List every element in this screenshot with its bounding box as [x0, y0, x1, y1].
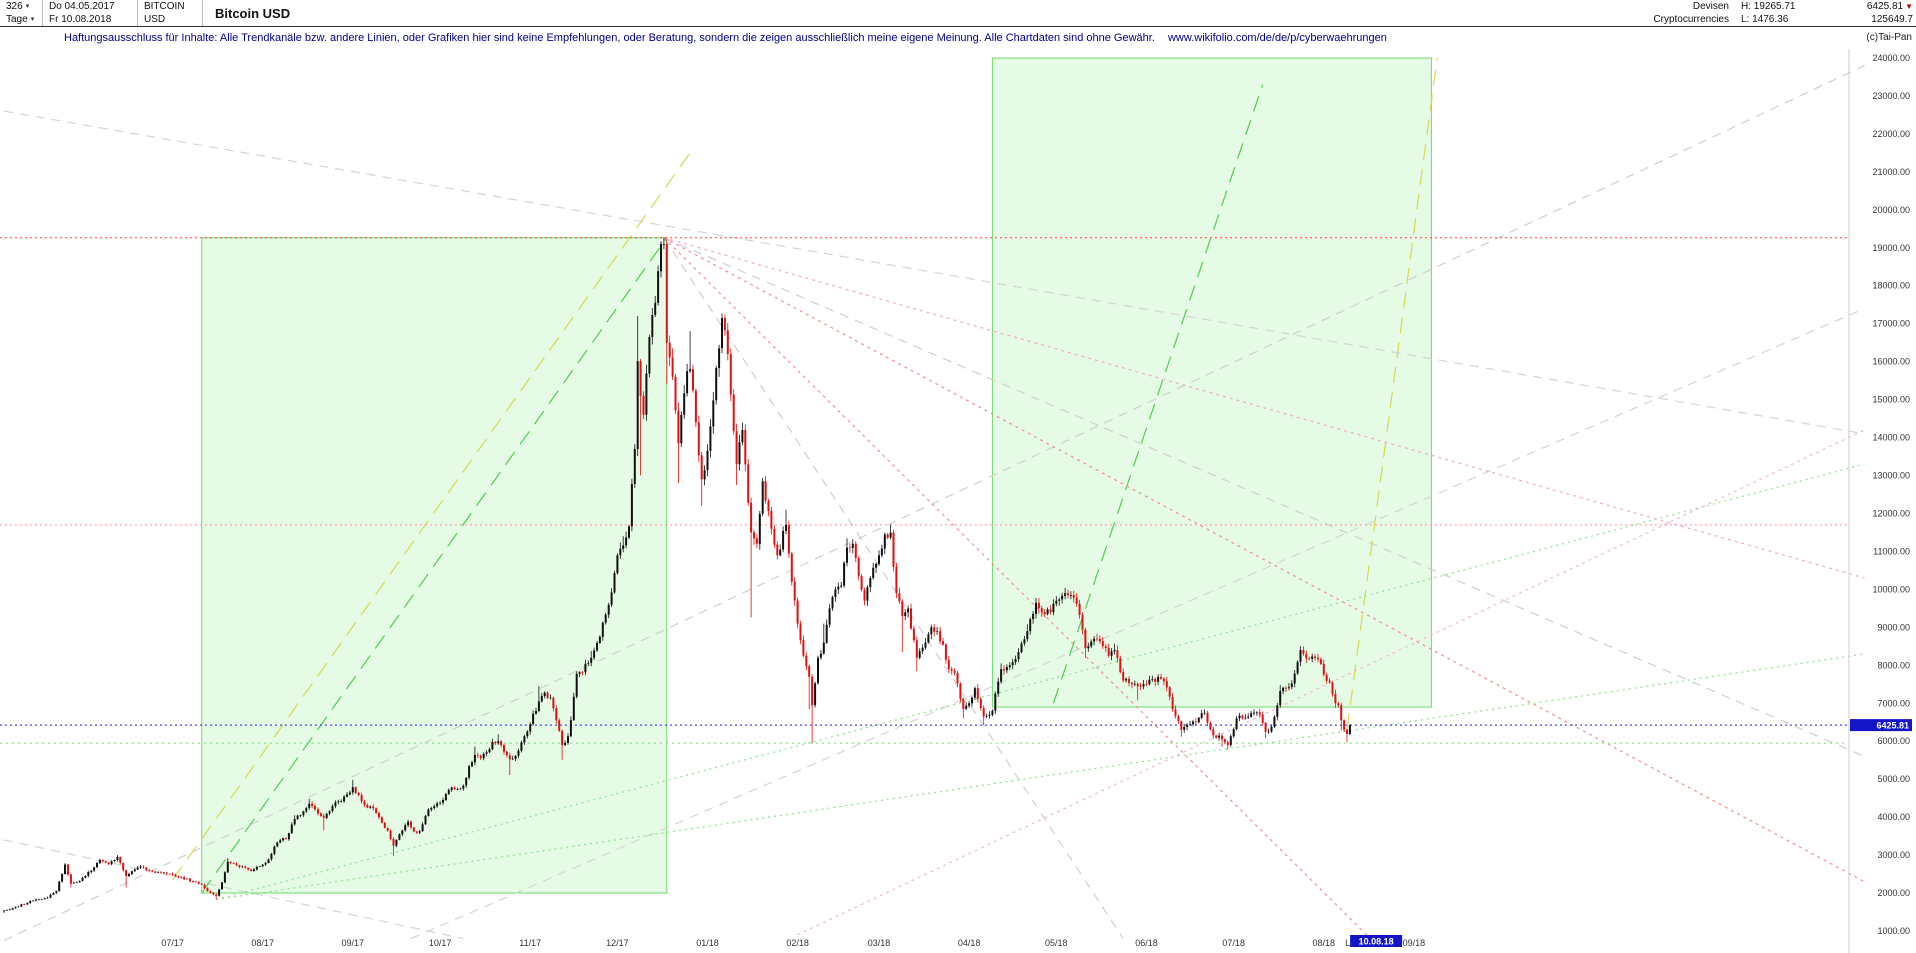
- last-value-number: 6425.81: [1866, 1, 1904, 12]
- down-arrow-icon: ▼: [1905, 2, 1913, 11]
- info-row-1: Devisen H: 19265.71 6425.81 ▼: [1597, 0, 1916, 13]
- y-axis-label: 22000.00: [1872, 129, 1910, 139]
- x-axis-label: 04/18: [958, 938, 981, 948]
- x-axis-label: 10/17: [429, 938, 452, 948]
- trend-line: [663, 237, 1865, 579]
- header-row-1: 326 ▾ Do 04.05.2017 BITCOIN: [0, 0, 203, 13]
- bars-count-dropdown[interactable]: 326 ▾: [0, 0, 43, 13]
- x-axis-label: 11/17: [519, 938, 541, 948]
- x-axis-label: 08/18: [1313, 938, 1336, 948]
- y-axis-label: 1000.00: [1877, 926, 1910, 936]
- range-controls: 326 ▾ Do 04.05.2017 BITCOIN Tage ▾ Fr 10…: [0, 0, 203, 26]
- y-axis-label: 15000.00: [1872, 395, 1910, 405]
- disclaimer-text: Haftungsausschluss für Inhalte: Alle Tre…: [0, 27, 1387, 49]
- y-axis-label: 21000.00: [1872, 167, 1910, 177]
- x-axis-label: 09/18: [1403, 938, 1426, 948]
- disclaimer-row: Haftungsausschluss für Inhalte: Alle Tre…: [0, 27, 1916, 49]
- trend-line: [663, 237, 1865, 883]
- period-high: H: 19265.71: [1741, 1, 1796, 12]
- period-dropdown[interactable]: Tage ▾: [0, 13, 43, 26]
- x-axis-label: 02/18: [786, 938, 809, 948]
- header-row-2: Tage ▾ Fr 10.08.2018 USD: [0, 13, 203, 26]
- period-low: L: 1476.36: [1741, 14, 1789, 25]
- trend-line: [216, 463, 1865, 901]
- currency-label: USD: [138, 13, 203, 26]
- y-axis-label: 4000.00: [1877, 812, 1910, 822]
- last-date-tag-label: 10.08.18: [1359, 937, 1394, 947]
- secondary-value: 125649.7: [1871, 14, 1913, 25]
- trend-line: [201, 237, 668, 894]
- info-row-2: Cryptocurrencies L: 1476.36 125649.7: [1597, 13, 1916, 26]
- y-axis-label: 24000.00: [1872, 53, 1910, 63]
- header-rows: 326 ▾ Do 04.05.2017 BITCOIN Tage ▾ Fr 10…: [0, 0, 1916, 27]
- chevron-down-icon: ▾: [30, 16, 35, 23]
- disclaimer-body: Haftungsausschluss für Inhalte: Alle Tre…: [64, 32, 1155, 44]
- y-axis-label: 16000.00: [1872, 357, 1910, 367]
- instrument-info: Devisen H: 19265.71 6425.81 ▼ Cryptocurre…: [1597, 0, 1916, 26]
- trend-line: [3, 65, 1865, 942]
- date-to-label: Fr 10.08.2018: [43, 13, 138, 26]
- y-axis-label: 17000.00: [1872, 319, 1910, 329]
- category-1: Devisen: [1692, 1, 1729, 12]
- y-axis-label: 7000.00: [1877, 698, 1910, 708]
- wikifolio-link[interactable]: www.wikifolio.com/de/de/p/cyberwaehrunge…: [1167, 32, 1387, 44]
- last-value: 6425.81 ▼: [1833, 0, 1916, 13]
- x-axis-label: 03/18: [868, 938, 891, 948]
- page-title: Bitcoin USD: [215, 5, 291, 21]
- x-axis-label: 06/18: [1135, 938, 1158, 948]
- y-axis-label: 23000.00: [1872, 91, 1910, 101]
- y-axis-label: 9000.00: [1877, 622, 1910, 632]
- last-price-tag-label: 6425.81: [1876, 721, 1909, 731]
- x-axis-label: 01/18: [696, 938, 719, 948]
- y-axis-label: 11000.00: [1873, 546, 1910, 556]
- copyright-label: (c)Tai-Pan: [1866, 32, 1912, 43]
- x-axis-label: 08/17: [251, 938, 274, 948]
- y-axis-label: 19000.00: [1872, 243, 1910, 253]
- y-axis-label: 5000.00: [1877, 774, 1910, 784]
- symbol-label: BITCOIN: [138, 0, 203, 13]
- bars-count-value: 326: [6, 1, 23, 12]
- trend-line: [216, 653, 1865, 901]
- trend-line: [410, 307, 1865, 940]
- y-axis-label: 20000.00: [1872, 205, 1910, 215]
- y-axis-label: 8000.00: [1877, 660, 1910, 670]
- y-axis-label: 13000.00: [1872, 471, 1910, 481]
- chart-header: 326 ▾ Do 04.05.2017 BITCOIN Tage ▾ Fr 10…: [0, 0, 1916, 49]
- last-price-tag: [1850, 719, 1912, 732]
- x-axis-label: 07/18: [1222, 938, 1245, 948]
- y-axis-label: 18000.00: [1872, 281, 1910, 291]
- y-axis-label: 6000.00: [1877, 736, 1910, 746]
- trend-line: [797, 429, 1865, 936]
- x-axis-label: 09/17: [342, 938, 365, 948]
- trend-channel: [991, 57, 1432, 708]
- y-axis-label: 2000.00: [1877, 888, 1910, 898]
- trend-line: [663, 237, 1371, 940]
- category-2: Cryptocurrencies: [1653, 14, 1729, 25]
- trend-line: [663, 237, 1865, 757]
- date-from-label: Do 04.05.2017: [43, 0, 138, 13]
- trend-line: [3, 110, 1865, 435]
- trend-line: [663, 237, 1124, 939]
- y-axis-label: 3000.00: [1877, 850, 1910, 860]
- last-date-prefix: L: [1345, 938, 1350, 948]
- period-value: Tage: [6, 14, 28, 25]
- chart-area[interactable]: 24000.00 23000.00 22000.00 21000.00 20000.00…: [0, 49, 1916, 953]
- trend-line: [3, 839, 464, 940]
- y-axis-label: 10000.00: [1872, 584, 1910, 594]
- chevron-down-icon: ▾: [25, 3, 30, 10]
- trend-line: [1346, 57, 1438, 730]
- y-axis-label: 14000.00: [1872, 433, 1910, 443]
- x-axis-label: 07/17: [161, 938, 184, 948]
- trend-line: [1052, 84, 1264, 704]
- last-date-tag: [1350, 935, 1403, 947]
- x-axis-label: 05/18: [1045, 938, 1068, 948]
- y-axis-label: 12000.00: [1872, 509, 1910, 519]
- x-axis-label: 12/17: [606, 938, 629, 948]
- price-chart-canvas[interactable]: 24000.00 23000.00 22000.00 21000.00 20000.00…: [0, 49, 1916, 953]
